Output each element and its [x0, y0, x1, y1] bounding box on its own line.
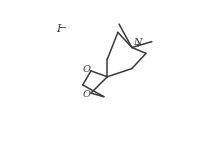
Text: I: I — [56, 24, 60, 34]
Text: O: O — [83, 90, 90, 99]
Text: +: + — [134, 40, 141, 49]
Text: O: O — [83, 66, 90, 74]
Text: −: − — [59, 23, 67, 33]
Text: N: N — [133, 38, 141, 47]
